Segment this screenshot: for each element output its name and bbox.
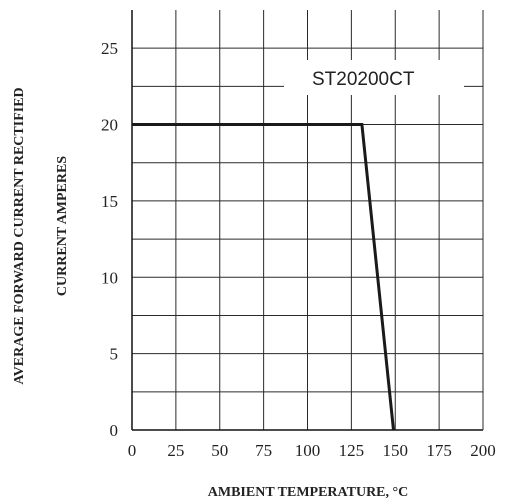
y-axis-title-line-2: CURRENT AMPERES — [55, 156, 70, 296]
part-number-annotation: ST20200CT — [312, 69, 415, 90]
annotation-background — [284, 60, 464, 95]
x-tick-label: 25 — [167, 441, 184, 460]
x-tick-label: 175 — [426, 441, 452, 460]
plot-frame — [131, 10, 484, 431]
x-tick-label: 100 — [295, 441, 321, 460]
y-tick-label: 25 — [101, 39, 118, 58]
x-tick-label: 0 — [128, 441, 137, 460]
y-tick-label: 10 — [101, 268, 118, 287]
y-axis-ticks: 0 5 10 15 20 25 — [101, 39, 118, 440]
derating-series-line — [132, 123, 395, 431]
x-tick-label: 50 — [211, 441, 228, 460]
x-axis-title: AMBIENT TEMPERATURE, °C — [208, 485, 408, 500]
y-tick-label: 5 — [110, 345, 119, 364]
derating-curve — [132, 123, 395, 431]
x-tick-label: 150 — [383, 441, 409, 460]
y-tick-label: 15 — [101, 192, 118, 211]
y-tick-label: 0 — [110, 421, 119, 440]
y-axis-title-line-1: AVERAGE FORWARD CURRENT RECTIFIED — [12, 87, 27, 384]
x-tick-label: 75 — [255, 441, 272, 460]
x-tick-label: 200 — [470, 441, 496, 460]
x-axis-ticks: 0 25 50 75 100 125 150 175 200 — [128, 441, 496, 460]
x-tick-label: 125 — [339, 441, 365, 460]
y-tick-label: 20 — [101, 116, 118, 135]
